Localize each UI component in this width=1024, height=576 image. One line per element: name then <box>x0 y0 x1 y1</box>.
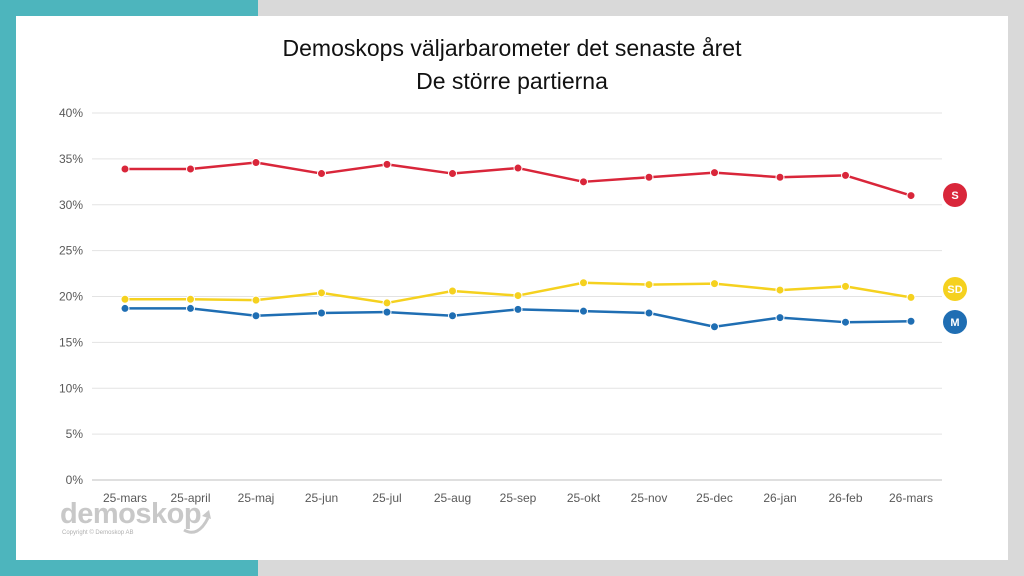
data-point-m <box>710 322 719 332</box>
series-badge-label-sd: SD <box>947 284 962 296</box>
data-point-s <box>513 163 523 173</box>
data-point-sd <box>448 286 457 296</box>
data-point-sd <box>644 280 654 290</box>
y-tick-label: 10% <box>59 381 83 395</box>
series-badge-sd <box>943 277 967 301</box>
y-tick-label: 0% <box>66 473 84 487</box>
data-point-m <box>841 317 850 327</box>
logo-arrow-icon <box>183 510 211 534</box>
chart-title-line2: De större partierna <box>416 68 608 94</box>
data-point-s <box>317 169 326 179</box>
y-tick-label: 40% <box>59 106 83 120</box>
data-point-s <box>710 168 719 178</box>
x-tick-label: 25-april <box>170 491 210 505</box>
series-badge-m <box>943 310 967 334</box>
data-point-s <box>251 158 261 168</box>
data-point-m <box>644 308 654 318</box>
data-point-s <box>644 172 654 182</box>
data-point-sd <box>841 281 850 291</box>
series-badge-s <box>943 183 967 207</box>
y-tick-label: 30% <box>59 198 83 212</box>
chart-title: Demoskops väljarbarometer det senaste år… <box>0 32 1024 98</box>
x-tick-label: 25-aug <box>434 491 471 505</box>
x-tick-label: 26-feb <box>828 491 862 505</box>
data-point-sd <box>710 279 719 289</box>
data-point-sd <box>120 294 130 304</box>
x-tick-label: 25-jul <box>372 491 401 505</box>
x-tick-label: 26-jan <box>763 491 796 505</box>
x-tick-label: 25-okt <box>567 491 601 505</box>
data-point-sd <box>251 295 261 305</box>
data-point-s <box>841 170 850 180</box>
data-point-sd <box>906 292 916 302</box>
data-point-sd <box>186 294 195 304</box>
data-point-sd <box>317 288 326 298</box>
data-point-m <box>317 308 326 318</box>
data-point-m <box>382 307 392 317</box>
y-tick-label: 35% <box>59 152 83 166</box>
data-point-s <box>906 191 916 201</box>
x-tick-label: 25-jun <box>305 491 338 505</box>
x-tick-label: 25-maj <box>238 491 275 505</box>
x-tick-label: 25-sep <box>500 491 537 505</box>
x-tick-label: 25-nov <box>631 491 668 505</box>
data-point-m <box>906 316 916 326</box>
logo-wordmark: demoskop <box>60 498 202 530</box>
data-point-s <box>120 164 130 174</box>
data-point-s <box>579 177 588 187</box>
data-point-s <box>186 164 195 174</box>
x-tick-label: 25-dec <box>696 491 733 505</box>
data-point-m <box>120 303 130 313</box>
data-point-m <box>251 311 261 321</box>
data-point-sd <box>382 298 392 308</box>
x-tick-label: 25-mars <box>103 491 147 505</box>
demoskop-logo: demoskop Copyright © Demoskop AB <box>60 498 220 542</box>
x-tick-label: 26-mars <box>889 491 933 505</box>
data-point-m <box>775 313 785 323</box>
logo-copyright: Copyright © Demoskop AB <box>62 530 134 536</box>
y-tick-label: 5% <box>66 427 84 441</box>
y-tick-label: 20% <box>59 290 83 304</box>
data-point-m <box>579 306 588 316</box>
data-point-s <box>775 172 785 182</box>
data-point-sd <box>579 278 588 288</box>
data-point-s <box>382 159 392 169</box>
chart-title-line1: Demoskops väljarbarometer det senaste år… <box>282 35 742 61</box>
data-point-sd <box>775 285 785 295</box>
data-point-m <box>513 304 523 314</box>
series-badge-label-s: S <box>951 190 958 202</box>
series-badge-label-m: M <box>950 317 959 329</box>
data-point-m <box>186 303 195 313</box>
data-point-sd <box>513 291 523 301</box>
data-point-s <box>448 169 457 179</box>
data-point-m <box>448 311 457 321</box>
y-tick-label: 15% <box>59 335 83 349</box>
y-tick-label: 25% <box>59 244 83 258</box>
